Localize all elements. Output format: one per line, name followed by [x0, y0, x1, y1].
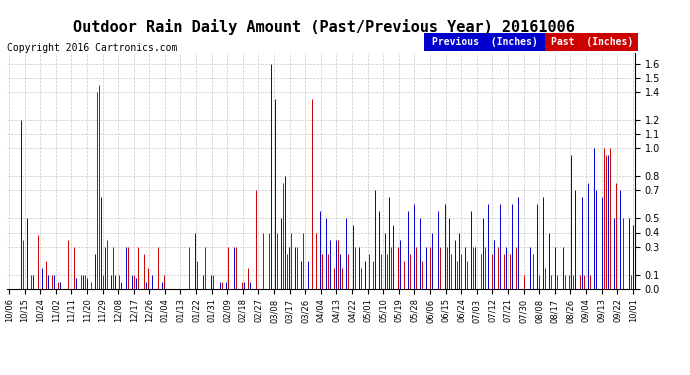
Text: Previous  (Inches): Previous (Inches) — [432, 37, 538, 46]
Text: Copyright 2016 Cartronics.com: Copyright 2016 Cartronics.com — [7, 43, 177, 53]
Text: Past  (Inches): Past (Inches) — [551, 37, 633, 46]
Text: Outdoor Rain Daily Amount (Past/Previous Year) 20161006: Outdoor Rain Daily Amount (Past/Previous… — [73, 19, 575, 35]
